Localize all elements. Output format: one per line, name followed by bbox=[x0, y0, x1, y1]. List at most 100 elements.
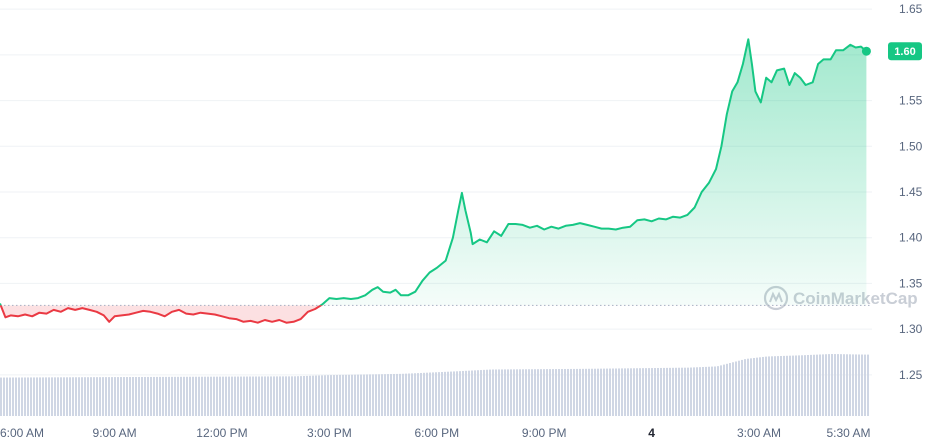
volume-bar bbox=[711, 366, 713, 416]
volume-bar bbox=[12, 377, 14, 416]
volume-bar bbox=[249, 376, 251, 416]
price-line-down bbox=[0, 305, 323, 324]
price-line bbox=[0, 38, 868, 324]
volume-bar bbox=[693, 367, 695, 416]
volume-bar bbox=[366, 374, 368, 416]
volume-bar bbox=[552, 369, 554, 416]
volume-bar bbox=[822, 354, 824, 416]
volume-bar bbox=[798, 355, 800, 416]
volume-bar bbox=[222, 376, 224, 416]
volume-bar bbox=[381, 374, 383, 416]
volume-bar bbox=[651, 368, 653, 416]
volume-bar bbox=[21, 377, 23, 416]
x-tick-label: 4 bbox=[648, 426, 655, 440]
volume-bar bbox=[60, 377, 62, 416]
volume-bar bbox=[540, 369, 542, 416]
volume-bar bbox=[45, 377, 47, 416]
volume-bar bbox=[336, 374, 338, 416]
volume-bar bbox=[741, 359, 743, 416]
volume-bar bbox=[81, 377, 83, 416]
volume-bar bbox=[603, 368, 605, 416]
volume-bar bbox=[855, 354, 857, 416]
volume-bar bbox=[513, 369, 515, 416]
volume-bar bbox=[15, 377, 17, 416]
volume-bar bbox=[297, 376, 299, 416]
volume-bar bbox=[51, 377, 53, 416]
volume-bar bbox=[852, 354, 854, 416]
volume-bar bbox=[834, 354, 836, 416]
volume-bar bbox=[840, 354, 842, 416]
volume-bar bbox=[663, 367, 665, 416]
volume-bar bbox=[333, 375, 335, 416]
volume-bar bbox=[756, 357, 758, 416]
volume-bar bbox=[237, 376, 239, 416]
volume-bar bbox=[858, 354, 860, 416]
volume-bar bbox=[78, 377, 80, 416]
last-price-dot[interactable] bbox=[861, 46, 871, 56]
volume-bar bbox=[669, 367, 671, 416]
volume-bar bbox=[786, 355, 788, 416]
volume-bar bbox=[423, 372, 425, 416]
volume-bar bbox=[618, 368, 620, 416]
volume-bar bbox=[192, 376, 194, 416]
volume-bar bbox=[351, 374, 353, 416]
volume-bar bbox=[525, 369, 527, 416]
volume-bar bbox=[501, 369, 503, 416]
volume-bar bbox=[819, 354, 821, 416]
volume-bar bbox=[534, 369, 536, 416]
volume-bar bbox=[633, 368, 635, 416]
volume-bar bbox=[456, 371, 458, 416]
volume-bar bbox=[303, 375, 305, 416]
volume-bar bbox=[516, 369, 518, 416]
volume-bar bbox=[174, 376, 176, 416]
volume-bar bbox=[444, 371, 446, 416]
volume-bar bbox=[537, 369, 539, 416]
y-tick-label: 1.40 bbox=[899, 231, 923, 245]
volume-bar bbox=[687, 367, 689, 416]
volume-bar bbox=[606, 368, 608, 416]
x-tick-label: 5:30 AM bbox=[827, 426, 871, 440]
volume-bar bbox=[780, 356, 782, 416]
volume-bar bbox=[273, 376, 275, 416]
volume-bar bbox=[495, 369, 497, 416]
volume-bar bbox=[150, 376, 152, 416]
volume-bar bbox=[162, 376, 164, 416]
volume-bar bbox=[252, 376, 254, 416]
volume-bar bbox=[636, 368, 638, 416]
volume-bar bbox=[201, 376, 203, 416]
volume-bar bbox=[186, 376, 188, 416]
volume-bar bbox=[777, 356, 779, 416]
volume-bar bbox=[282, 376, 284, 416]
volume-bar bbox=[483, 369, 485, 416]
y-tick-label: 1.50 bbox=[899, 139, 923, 153]
volume-bar bbox=[714, 366, 716, 416]
volume-bar bbox=[678, 367, 680, 416]
volume-bar bbox=[69, 377, 71, 416]
volume-bar bbox=[735, 361, 737, 416]
volume-bar bbox=[774, 356, 776, 416]
volume-bar bbox=[810, 354, 812, 416]
volume-bar bbox=[405, 373, 407, 416]
volume-bar bbox=[597, 368, 599, 416]
volume-bar bbox=[690, 367, 692, 416]
volume-bar bbox=[861, 354, 863, 416]
volume-bar bbox=[846, 354, 848, 416]
volume-bar bbox=[489, 369, 491, 416]
volume-bar bbox=[696, 367, 698, 416]
volume-bar bbox=[639, 368, 641, 416]
volume-bar bbox=[528, 369, 530, 416]
volume-bar bbox=[48, 377, 50, 416]
volume-bar bbox=[807, 355, 809, 416]
volume-bar bbox=[276, 376, 278, 416]
volume-bar bbox=[582, 368, 584, 416]
volume-bar bbox=[801, 355, 803, 416]
volume-bar bbox=[627, 368, 629, 416]
volume-bar bbox=[744, 359, 746, 416]
volume-bar bbox=[717, 366, 719, 416]
volume-bar bbox=[591, 368, 593, 416]
volume-bar bbox=[198, 376, 200, 416]
volume-bar bbox=[3, 377, 5, 416]
volume-bar bbox=[93, 377, 95, 416]
volume-bar bbox=[270, 376, 272, 416]
